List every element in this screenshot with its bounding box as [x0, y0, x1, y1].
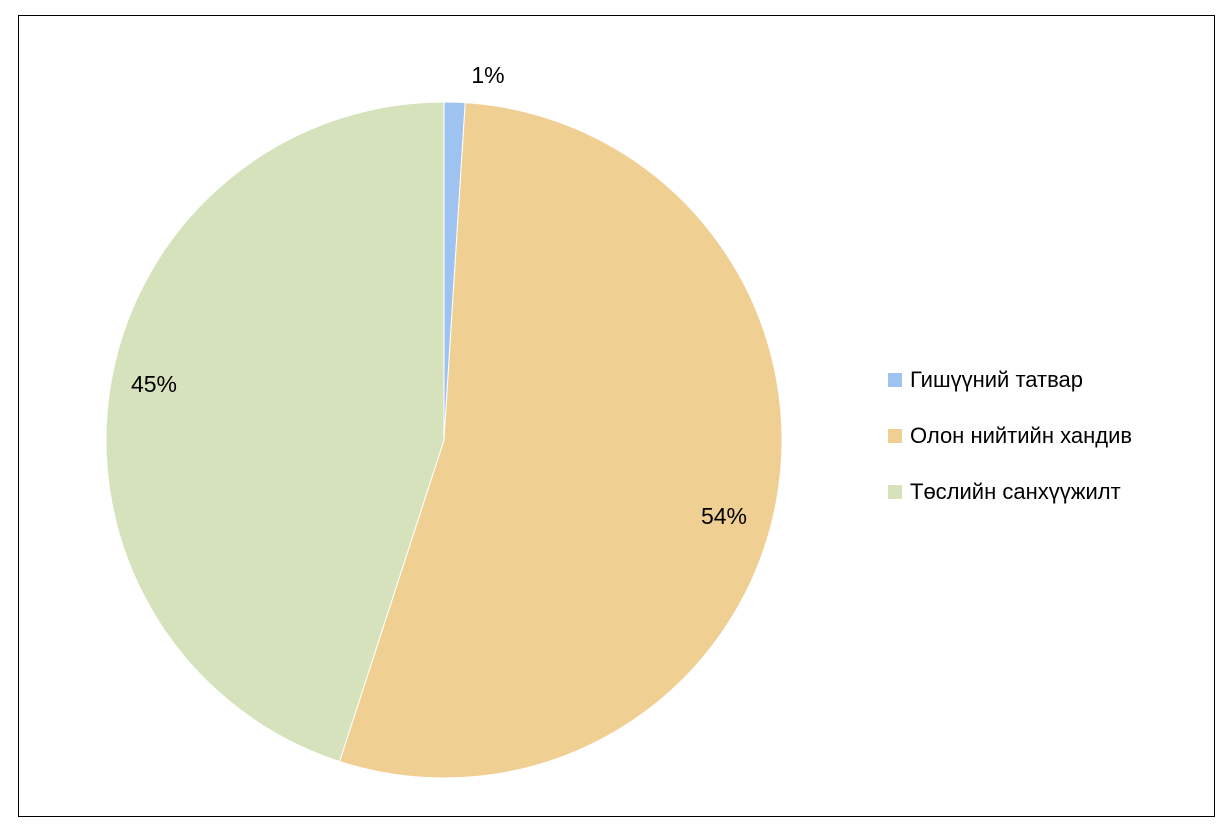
data-label: 45% [131, 371, 177, 397]
pie-slices [105, 101, 783, 779]
legend-label: Төслийн санхүүжилт [910, 479, 1121, 504]
legend-label: Гишүүний татвар [910, 367, 1083, 392]
legend-swatch [888, 373, 902, 387]
legend-swatch [888, 485, 902, 499]
pie-slice [338, 102, 783, 779]
legend: Гишүүний татвар Олон нийтийн хандив Төслий… [888, 367, 1132, 504]
data-label: 54% [701, 503, 747, 529]
legend-label: Олон нийтийн хандив [910, 423, 1132, 448]
data-label: 1% [471, 62, 504, 88]
data-labels: 1% 54% 45% [131, 62, 747, 529]
legend-swatch [888, 429, 902, 443]
pie-slice [105, 101, 445, 763]
